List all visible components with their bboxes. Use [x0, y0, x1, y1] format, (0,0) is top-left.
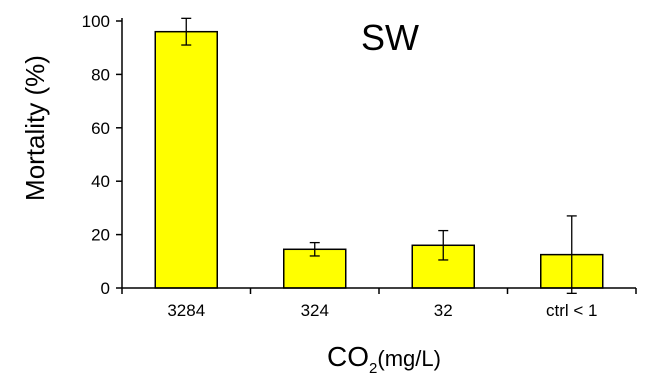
y-tick-label: 20	[91, 226, 110, 245]
y-tick-label: 0	[101, 279, 110, 298]
bars-layer	[154, 17, 604, 294]
bar	[154, 30, 218, 289]
y-tick-label: 60	[91, 119, 110, 138]
x-tick-label: 324	[301, 301, 329, 320]
x-axis-label: CO2(mg/L)	[327, 341, 441, 377]
x-axis-label-unit: (mg/L)	[377, 346, 441, 371]
y-tick-label: 100	[82, 12, 110, 31]
y-tick-label: 40	[91, 172, 110, 191]
chart-title: SW	[361, 17, 419, 58]
axes-layer: 3284 324 32 ctrl < 1 0 20 40 60 80 100	[82, 12, 637, 320]
x-tick-label: ctrl < 1	[546, 301, 598, 320]
y-tick-label: 80	[91, 65, 110, 84]
y-axis-label: Mortality (%)	[20, 55, 50, 201]
x-axis-label-main: CO	[327, 341, 369, 372]
x-axis-label-subscript: 2	[369, 360, 377, 377]
x-tick-label: 32	[434, 301, 453, 320]
x-tick-label: 3284	[167, 301, 205, 320]
